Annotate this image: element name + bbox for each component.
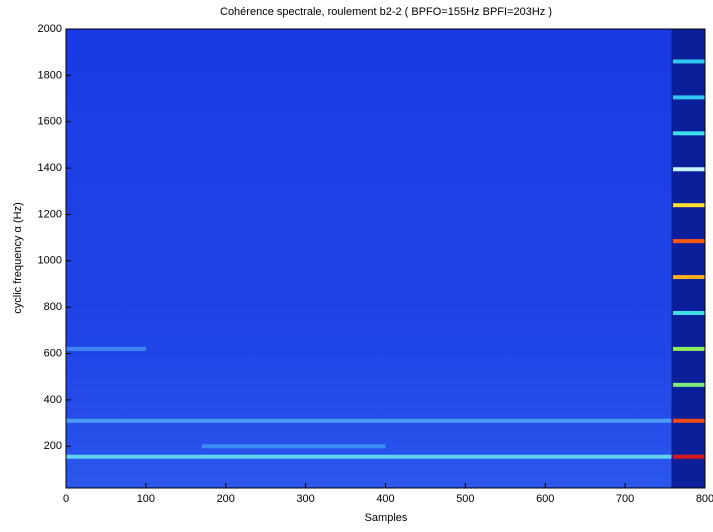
coherence-band — [673, 59, 705, 64]
coherence-band — [673, 239, 705, 244]
x-tick-label: 400 — [376, 493, 394, 505]
coherence-band — [673, 454, 705, 459]
coherence-band — [201, 444, 386, 449]
y-tick-label: 1400 — [38, 162, 62, 174]
y-tick-label: 1000 — [38, 255, 62, 267]
x-tick-label: 200 — [217, 493, 235, 505]
x-tick-label: 500 — [456, 493, 474, 505]
coherence-band — [673, 275, 705, 280]
coherence-band — [673, 203, 705, 208]
coherence-band — [673, 167, 705, 172]
y-tick-label: 200 — [44, 440, 62, 452]
x-tick-label: 0 — [63, 493, 69, 505]
coherence-band — [673, 95, 705, 100]
y-tick-label: 1800 — [38, 69, 62, 81]
y-tick-label: 1200 — [38, 208, 62, 220]
x-tick-label: 300 — [296, 493, 314, 505]
y-tick-label: 400 — [44, 394, 62, 406]
coherence-band — [66, 454, 672, 459]
coherence-band — [673, 310, 705, 315]
x-axis-label: Samples — [365, 512, 408, 524]
y-tick-label: 1600 — [38, 116, 62, 128]
coherence-band — [66, 346, 146, 351]
x-tick-label: 800 — [696, 493, 713, 505]
coherence-band — [673, 418, 705, 423]
y-axis-label: cyclic frequency α (Hz) — [12, 202, 24, 314]
y-tick-label: 600 — [44, 347, 62, 359]
x-tick-label: 100 — [137, 493, 155, 505]
coherence-band — [66, 418, 672, 423]
y-tick-label: 800 — [44, 301, 62, 313]
x-tick-label: 600 — [536, 493, 554, 505]
y-tick-label: 2000 — [38, 23, 62, 35]
coherence-band — [673, 131, 705, 136]
coherence-band — [673, 346, 705, 351]
heatmap-shade — [66, 29, 705, 488]
coherence-band — [673, 382, 705, 387]
x-tick-label: 700 — [616, 493, 634, 505]
dark-region — [671, 29, 705, 488]
chart-title: Cohérence spectrale, roulement b2-2 ( BP… — [220, 6, 552, 18]
